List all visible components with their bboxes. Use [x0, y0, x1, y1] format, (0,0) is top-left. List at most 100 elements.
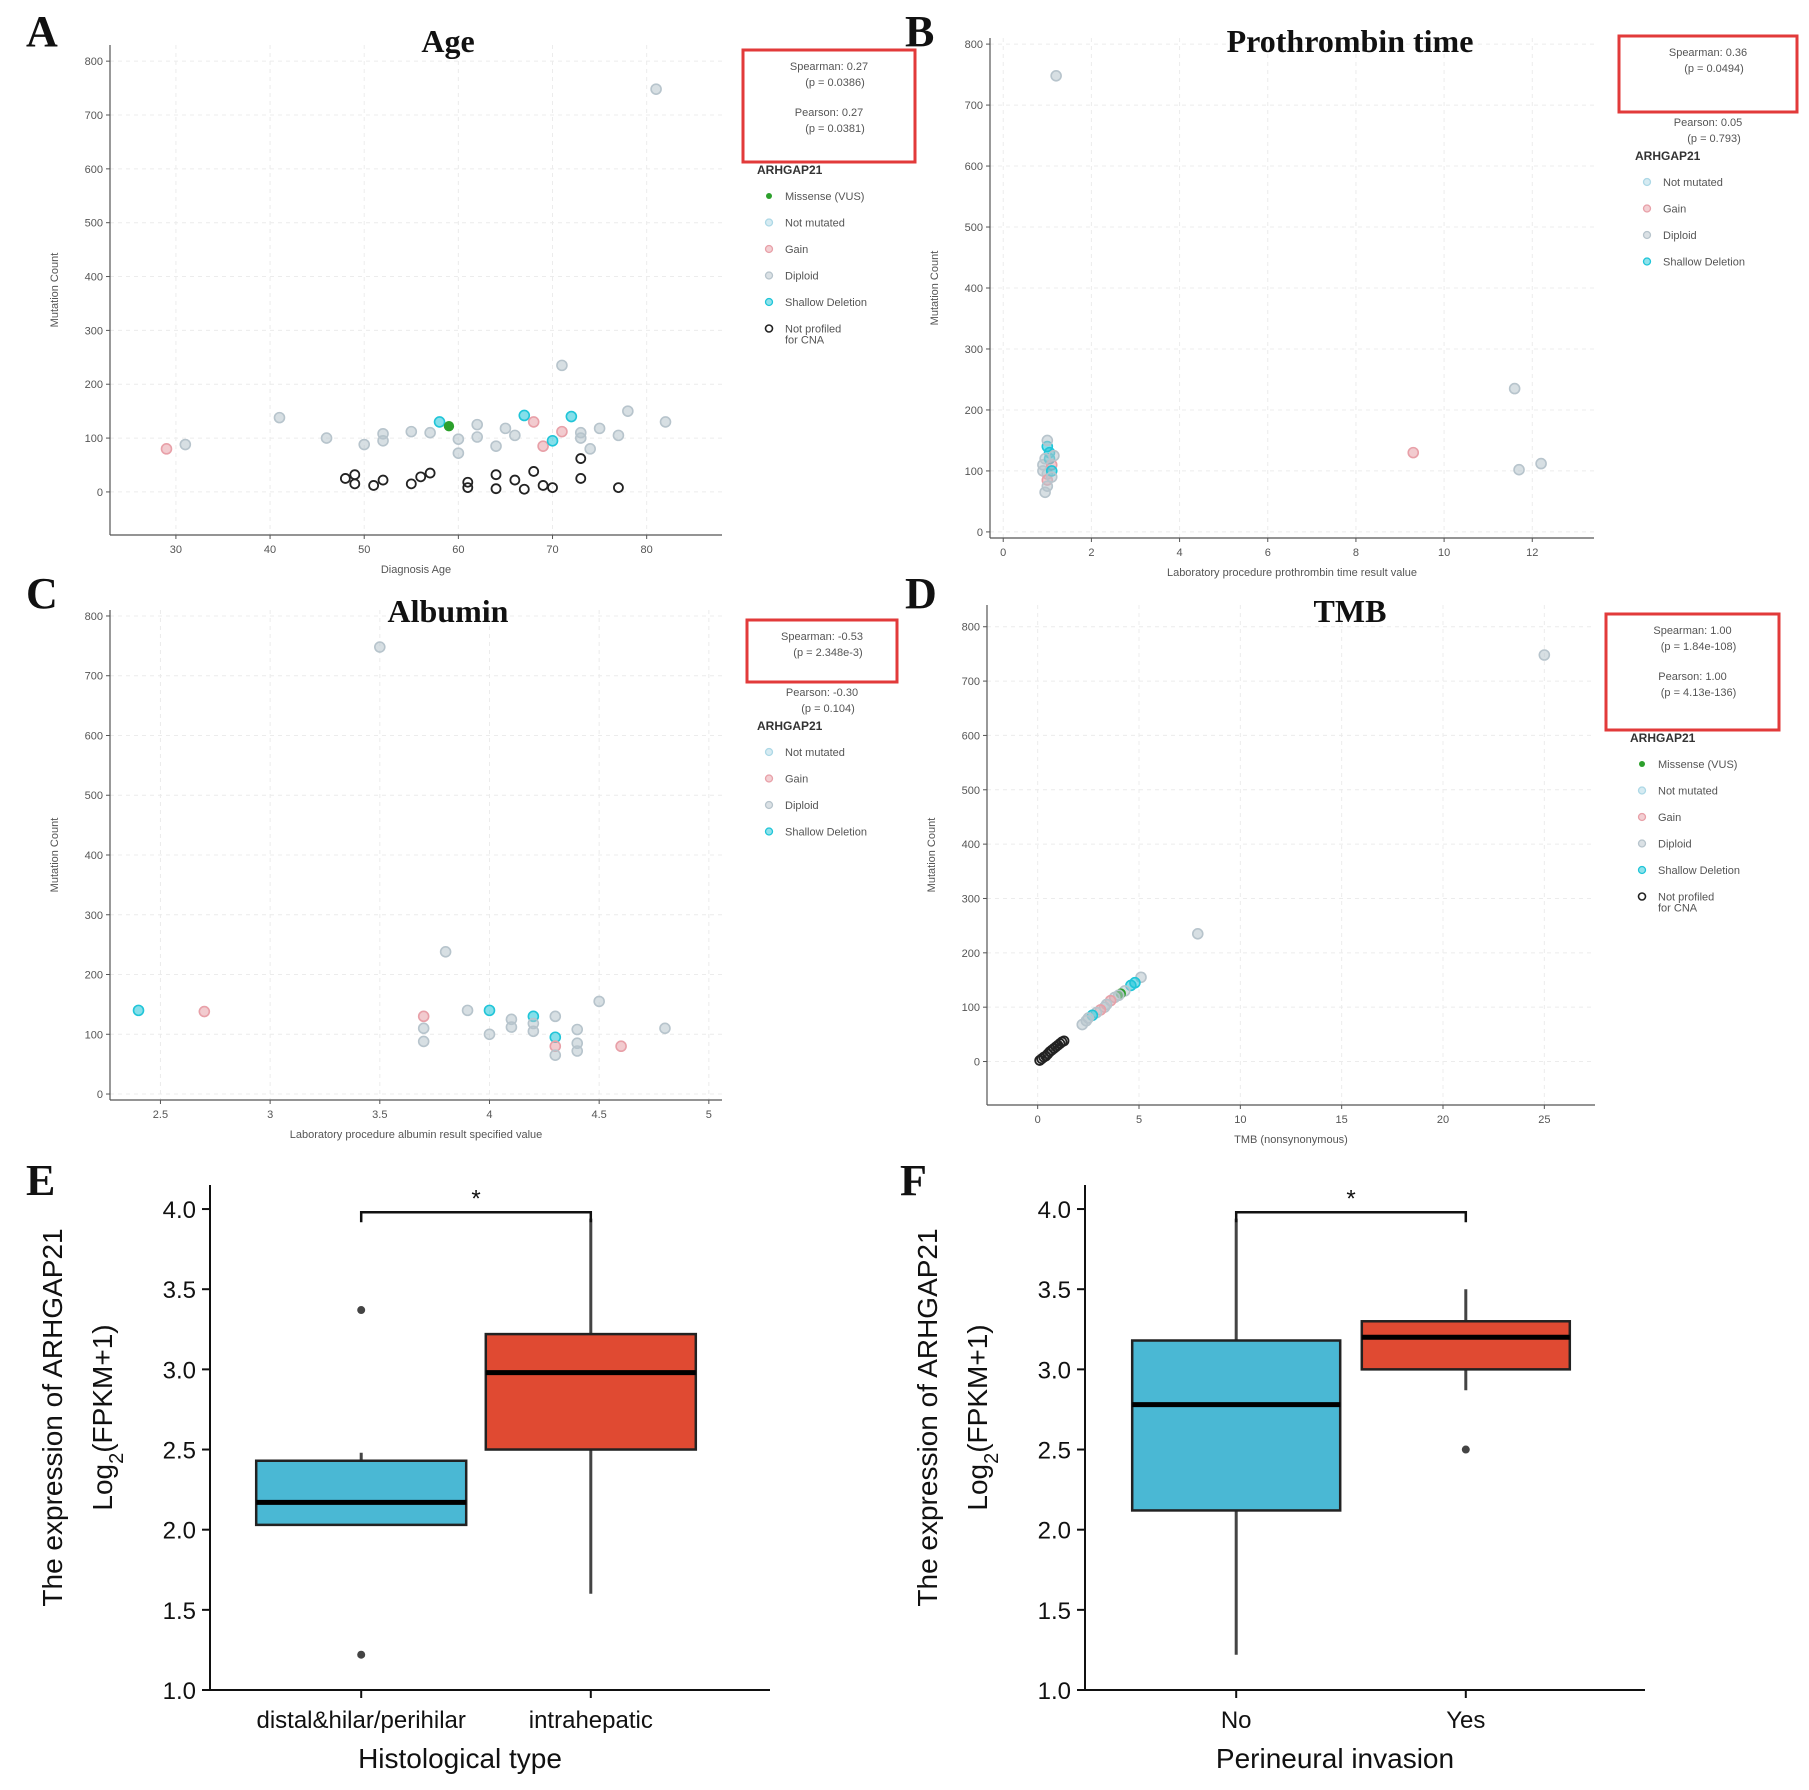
- panel-letter: C: [26, 569, 58, 618]
- y-tick-label: 0: [97, 1089, 103, 1101]
- significance-star: *: [471, 1185, 480, 1212]
- stats-highlight-box: [741, 48, 917, 164]
- x-tick-label: 4: [486, 1109, 492, 1121]
- y-tick-label: 200: [85, 970, 103, 982]
- data-point-diploid: [452, 433, 465, 445]
- legend-label: Missense (VUS): [1658, 759, 1737, 771]
- panel-letter: A: [26, 7, 58, 56]
- box-group-0: distal&hilar/perihilar: [254, 1306, 468, 1734]
- data-point-diploid: [1045, 471, 1058, 483]
- x-tick-label: distal&hilar/perihilar: [256, 1707, 465, 1734]
- x-tick-label: 60: [452, 544, 464, 556]
- data-point-diploid: [1076, 1018, 1089, 1031]
- data-point-diploid: [1191, 928, 1204, 940]
- x-tick-label: 4: [1177, 547, 1183, 559]
- y-tick-label: 700: [962, 676, 980, 688]
- pearson-p-text: (p = 4.13e-136): [1661, 687, 1737, 699]
- box-iqr: [484, 1332, 698, 1451]
- panel-title: Age: [421, 23, 474, 59]
- legend-label: Not mutated: [785, 747, 845, 759]
- legend-marker: [1637, 892, 1647, 901]
- legend-marker: [1642, 230, 1652, 240]
- x-tick-label: 0: [1000, 547, 1006, 559]
- data-point-not-profiled: [349, 478, 361, 490]
- spearman-p-text: (p = 2.348e-3): [793, 647, 862, 659]
- data-point-not-profiled: [339, 473, 351, 484]
- data-point-gain: [527, 416, 540, 428]
- pearson-p-text: (p = 0.104): [801, 703, 855, 715]
- legend-marker: [1642, 204, 1652, 213]
- legend-label: Diploid: [1663, 230, 1697, 242]
- data-point-diploid: [593, 995, 605, 1008]
- pearson-p-text: (p = 0.0381): [805, 123, 865, 135]
- box-group-1: intrahepatic: [484, 1218, 698, 1734]
- data-point-not-profiled: [509, 474, 521, 486]
- panel-letter: B: [905, 7, 934, 56]
- data-point-diploid: [593, 422, 606, 435]
- data-point-diploid: [424, 426, 436, 439]
- x-tick-label: 80: [641, 544, 653, 556]
- x-axis-label: TMB (nonsynonymous): [1234, 1134, 1348, 1146]
- x-axis-label: Diagnosis Age: [381, 564, 451, 576]
- x-tick-label: 12: [1526, 547, 1538, 559]
- y-tick-label: 500: [962, 785, 980, 797]
- y-tick-label: 3.0: [163, 1357, 196, 1384]
- x-tick-label: 70: [546, 544, 558, 556]
- spearman-text: Spearman: -0.53: [781, 631, 863, 643]
- spearman-p-text: (p = 0.0494): [1684, 63, 1744, 75]
- legend-title: ARHGAP21: [757, 163, 823, 177]
- legend-label: Not mutated: [785, 218, 845, 230]
- data-point-diploid: [622, 405, 634, 417]
- legend-marker: [1637, 839, 1647, 848]
- pearson-text: Pearson: 0.05: [1674, 117, 1743, 129]
- y-tick-label: 300: [85, 910, 103, 922]
- legend-label: Gain: [1663, 204, 1686, 216]
- y-axis-label-2: Log2(FPKM+1): [962, 1324, 1003, 1510]
- legend-label: Shallow Deletion: [785, 827, 867, 839]
- pearson-text: Pearson: 0.27: [795, 107, 864, 119]
- data-point-diploid: [452, 447, 465, 459]
- y-tick-label: 2.5: [163, 1438, 196, 1465]
- data-point-not-profiled: [424, 467, 436, 479]
- ylabel-tail: (FPKM+1): [962, 1324, 993, 1452]
- legend-marker: [1642, 257, 1652, 266]
- y-tick-label: 500: [85, 218, 103, 230]
- legend-label: Shallow Deletion: [1658, 865, 1740, 877]
- stats-highlight-box: [1604, 612, 1781, 732]
- legend-title: ARHGAP21: [1630, 731, 1696, 745]
- data-point-diploid: [273, 411, 286, 424]
- y-tick-label: 2.0: [1038, 1518, 1071, 1545]
- x-tick-label: Yes: [1446, 1707, 1485, 1734]
- data-point-diploid: [483, 1028, 496, 1041]
- y-tick-label: 400: [965, 283, 983, 295]
- legend-label: Gain: [1658, 812, 1681, 824]
- legend-marker: [1637, 865, 1647, 875]
- data-point-not-profiled: [518, 483, 530, 495]
- data-point-diploid: [650, 83, 662, 95]
- y-tick-label: 800: [965, 39, 983, 51]
- data-point-diploid: [374, 641, 386, 653]
- data-point-diploid: [571, 1045, 584, 1057]
- x-tick-label: 50: [358, 544, 370, 556]
- data-point-not-profiled: [575, 473, 587, 484]
- y-tick-label: 2.5: [1038, 1438, 1071, 1465]
- legend-marker: [1639, 761, 1645, 767]
- x-tick-label: 2.5: [153, 1109, 168, 1121]
- x-tick-label: 30: [170, 544, 182, 556]
- legend-label: Not mutated: [1663, 177, 1723, 189]
- y-tick-label: 0: [977, 527, 983, 539]
- data-point-diploid: [439, 946, 452, 958]
- data-point-diploid: [612, 429, 625, 442]
- y-tick-label: 200: [965, 405, 983, 417]
- y-tick-label: 1.0: [1038, 1678, 1071, 1705]
- y-tick-label: 0: [97, 487, 103, 499]
- y-tick-label: 600: [85, 730, 103, 742]
- spearman-p-text: (p = 0.0386): [805, 77, 865, 89]
- y-tick-label: 100: [85, 1029, 103, 1041]
- data-point-not-profiled: [415, 471, 427, 483]
- y-tick-label: 600: [85, 164, 103, 176]
- legend-title: ARHGAP21: [1635, 149, 1701, 163]
- y-tick-label: 800: [85, 611, 103, 623]
- y-axis-label: Mutation Count: [49, 253, 61, 328]
- y-tick-label: 500: [85, 790, 103, 802]
